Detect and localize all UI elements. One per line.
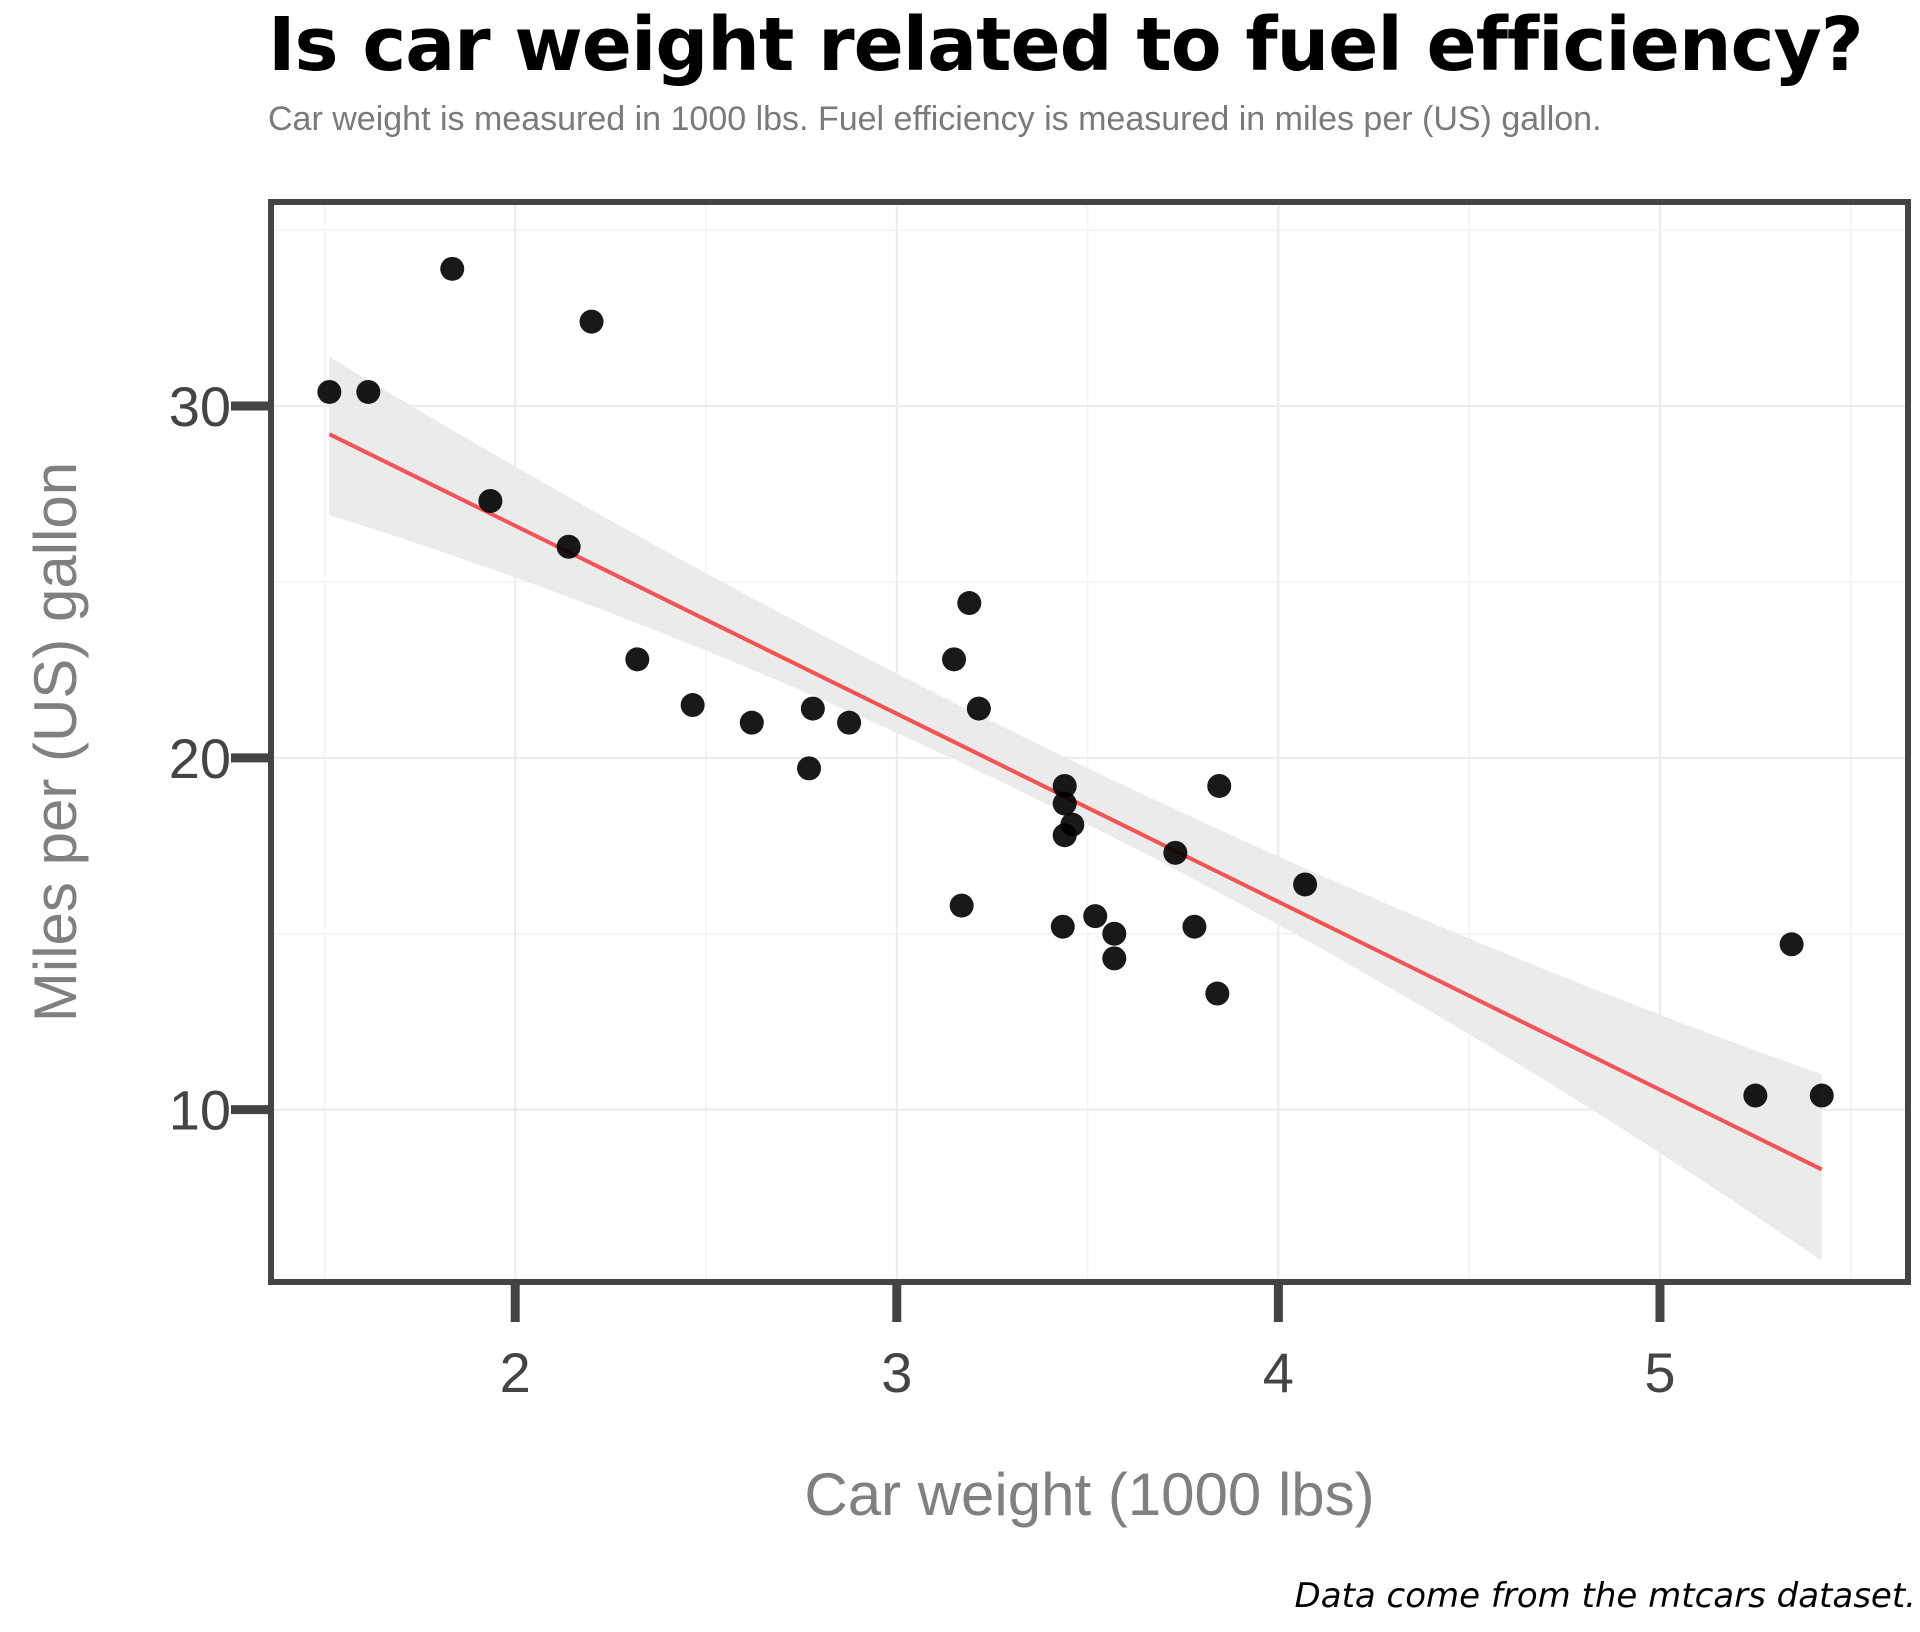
- data-point: [1205, 981, 1230, 1006]
- points-layer: [317, 256, 1834, 1108]
- data-point: [1182, 914, 1207, 939]
- data-point: [478, 489, 503, 514]
- data-point: [1052, 823, 1077, 848]
- data-point: [739, 710, 764, 735]
- data-point: [837, 710, 862, 735]
- data-point: [957, 591, 982, 616]
- data-point: [680, 693, 705, 718]
- data-point: [356, 379, 381, 404]
- data-point: [317, 379, 342, 404]
- data-point: [556, 534, 581, 559]
- data-point: [1102, 946, 1127, 971]
- grid-minor: [271, 202, 1908, 1282]
- data-point: [1293, 872, 1318, 897]
- data-point: [1809, 1083, 1834, 1108]
- data-point: [579, 309, 604, 334]
- data-point: [1102, 921, 1127, 946]
- confidence-band-layer: [329, 356, 1822, 1261]
- data-point: [800, 696, 825, 721]
- x-tick-label: 4: [1263, 1341, 1294, 1404]
- data-point: [949, 893, 974, 918]
- y-tick-label: 30: [169, 375, 231, 438]
- chart-subtitle: Car weight is measured in 1000 lbs. Fuel…: [268, 100, 1602, 138]
- data-point: [1052, 791, 1077, 816]
- y-tick-label: 20: [169, 727, 231, 790]
- y-axis-title: Miles per (US) gallon: [22, 462, 89, 1022]
- data-point: [1207, 773, 1232, 798]
- data-point: [942, 647, 967, 672]
- data-point: [1779, 932, 1804, 957]
- plot-frame: [268, 199, 1911, 1285]
- data-point: [440, 256, 465, 281]
- data-point: [1083, 904, 1108, 929]
- data-point: [1743, 1083, 1768, 1108]
- x-tick-label: 2: [500, 1341, 531, 1404]
- confidence-band: [329, 356, 1822, 1261]
- y-tick-label: 10: [169, 1079, 231, 1142]
- x-axis-title: Car weight (1000 lbs): [804, 1461, 1374, 1528]
- chart-title: Is car weight related to fuel efficiency…: [268, 2, 1864, 88]
- data-point: [797, 756, 822, 781]
- data-point: [1163, 840, 1188, 865]
- data-point: [966, 696, 991, 721]
- ticks-layer: 2 3 4 5 10 20 30: [169, 375, 1676, 1404]
- data-point: [625, 647, 650, 672]
- data-point: [1052, 773, 1077, 798]
- data-point: [1050, 914, 1075, 939]
- x-tick-label: 3: [881, 1341, 912, 1404]
- x-tick-label: 5: [1644, 1341, 1675, 1404]
- chart-caption: Data come from the mtcars dataset.: [1294, 1576, 1916, 1616]
